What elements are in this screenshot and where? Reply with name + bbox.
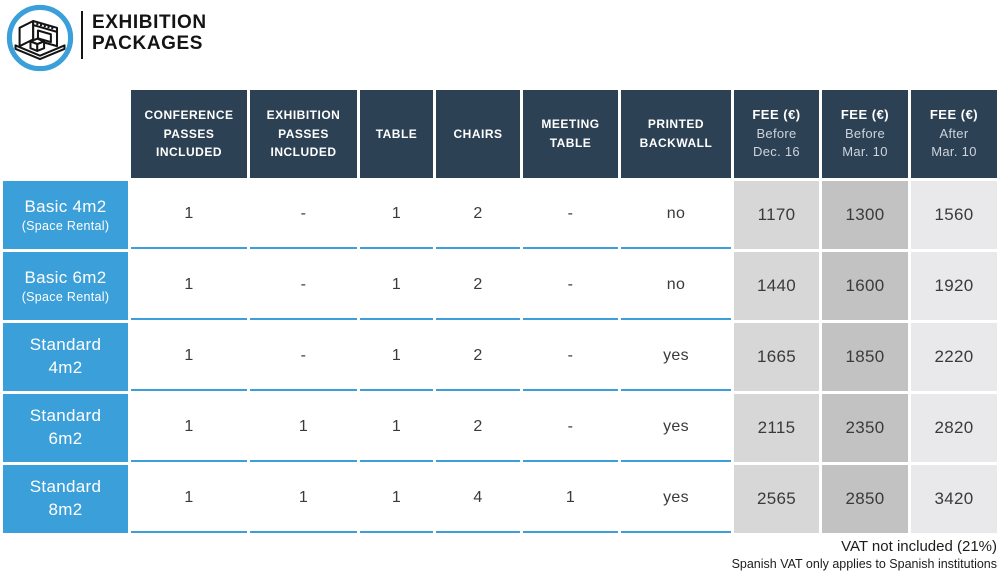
fee-column-header-2: FEE (€) Before Mar. 10 (822, 90, 908, 178)
vat-note-line1: VAT not included (21%) (841, 538, 997, 555)
row-label-subtitle: (Space Rental) (21, 289, 110, 304)
fee-cell: 2220 (911, 323, 997, 391)
value-cell: - (523, 394, 618, 462)
table-corner-spacer (3, 90, 128, 178)
fee-cell: 1665 (734, 323, 819, 391)
column-header-6: PRINTED BACKWALL (621, 90, 731, 178)
fee-cell: 1600 (822, 252, 908, 320)
row-label-subtitle: 6m2 (48, 429, 83, 448)
vat-note-line2: Spanish VAT only applies to Spanish inst… (731, 556, 997, 571)
value-cell: - (250, 252, 357, 320)
fee-cell: 1440 (734, 252, 819, 320)
value-cell: 1 (360, 323, 433, 391)
row-label-subtitle: (Space Rental) (21, 218, 110, 233)
value-cell: 1 (360, 252, 433, 320)
fee-header-period: Before (844, 125, 886, 141)
value-cell: yes (621, 394, 731, 462)
column-header-1: CONFERENCE PASSES INCLUDED (131, 90, 247, 178)
fee-cell: 2820 (911, 394, 997, 462)
page-title-line1: EXHIBITION (92, 12, 207, 33)
value-cell: no (621, 252, 731, 320)
exhibition-booth-icon (6, 4, 74, 72)
value-cell: - (523, 181, 618, 249)
pricing-table: CONFERENCE PASSES INCLUDED EXHIBITION PAS… (3, 90, 997, 533)
fee-header-title: FEE (€) (752, 106, 801, 122)
fee-cell: 2115 (734, 394, 819, 462)
value-cell: yes (621, 465, 731, 533)
row-label-title: Standard (29, 335, 102, 355)
fee-header-period: After (939, 125, 969, 141)
fee-cell: 1920 (911, 252, 997, 320)
value-cell: 1 (250, 465, 357, 533)
fee-column-header-1: FEE (€) Before Dec. 16 (734, 90, 819, 178)
value-cell: - (250, 323, 357, 391)
value-cell: 1 (131, 181, 247, 249)
value-cell: 1 (523, 465, 618, 533)
row-label: Basic 6m2 (Space Rental) (3, 252, 128, 320)
column-header-5: MEETING TABLE (523, 90, 618, 178)
fee-header-date: Mar. 10 (842, 144, 888, 160)
page-title: EXHIBITION PACKAGES (92, 12, 207, 54)
value-cell: 1 (360, 465, 433, 533)
row-label-title: Standard (29, 477, 102, 497)
row-label-title: Basic 4m2 (24, 197, 107, 217)
row-label-subtitle: 4m2 (48, 358, 83, 377)
row-label: Standard 6m2 (3, 394, 128, 462)
column-header-2: EXHIBITION PASSES INCLUDED (250, 90, 357, 178)
value-cell: - (250, 181, 357, 249)
value-cell: 1 (360, 394, 433, 462)
value-cell: 1 (131, 394, 247, 462)
value-cell: - (523, 323, 618, 391)
value-cell: yes (621, 323, 731, 391)
value-cell: 1 (250, 394, 357, 462)
fee-cell: 1300 (822, 181, 908, 249)
column-header-3: TABLE (360, 90, 433, 178)
value-cell: 2 (436, 323, 520, 391)
fee-cell: 2850 (822, 465, 908, 533)
value-cell: 2 (436, 181, 520, 249)
value-cell: 4 (436, 465, 520, 533)
fee-header-date: Dec. 16 (753, 144, 800, 160)
fee-cell: 1850 (822, 323, 908, 391)
fee-header-period: Before (756, 125, 797, 141)
page-title-line2: PACKAGES (92, 33, 204, 54)
vat-note: VAT not included (21%) Spanish VAT only … (732, 538, 997, 572)
value-cell: 2 (436, 252, 520, 320)
header-divider (81, 11, 83, 59)
fee-header-title: FEE (€) (929, 106, 979, 122)
fee-cell: 2565 (734, 465, 819, 533)
fee-column-header-3: FEE (€) After Mar. 10 (911, 90, 997, 178)
value-cell: 1 (131, 252, 247, 320)
value-cell: 2 (436, 394, 520, 462)
row-label: Standard 4m2 (3, 323, 128, 391)
row-label-subtitle: 8m2 (48, 500, 83, 519)
value-cell: 1 (131, 323, 247, 391)
row-label-title: Standard (29, 406, 102, 426)
value-cell: 1 (131, 465, 247, 533)
fee-cell: 3420 (911, 465, 997, 533)
value-cell: no (621, 181, 731, 249)
fee-header-date: Mar. 10 (931, 144, 977, 160)
row-label-title: Basic 6m2 (24, 268, 107, 288)
fee-cell: 1560 (911, 181, 997, 249)
fee-header-title: FEE (€) (840, 106, 890, 122)
row-label: Standard 8m2 (3, 465, 128, 533)
value-cell: - (523, 252, 618, 320)
value-cell: 1 (360, 181, 433, 249)
column-header-4: CHAIRS (436, 90, 520, 178)
fee-cell: 2350 (822, 394, 908, 462)
fee-cell: 1170 (734, 181, 819, 249)
row-label: Basic 4m2 (Space Rental) (3, 181, 128, 249)
